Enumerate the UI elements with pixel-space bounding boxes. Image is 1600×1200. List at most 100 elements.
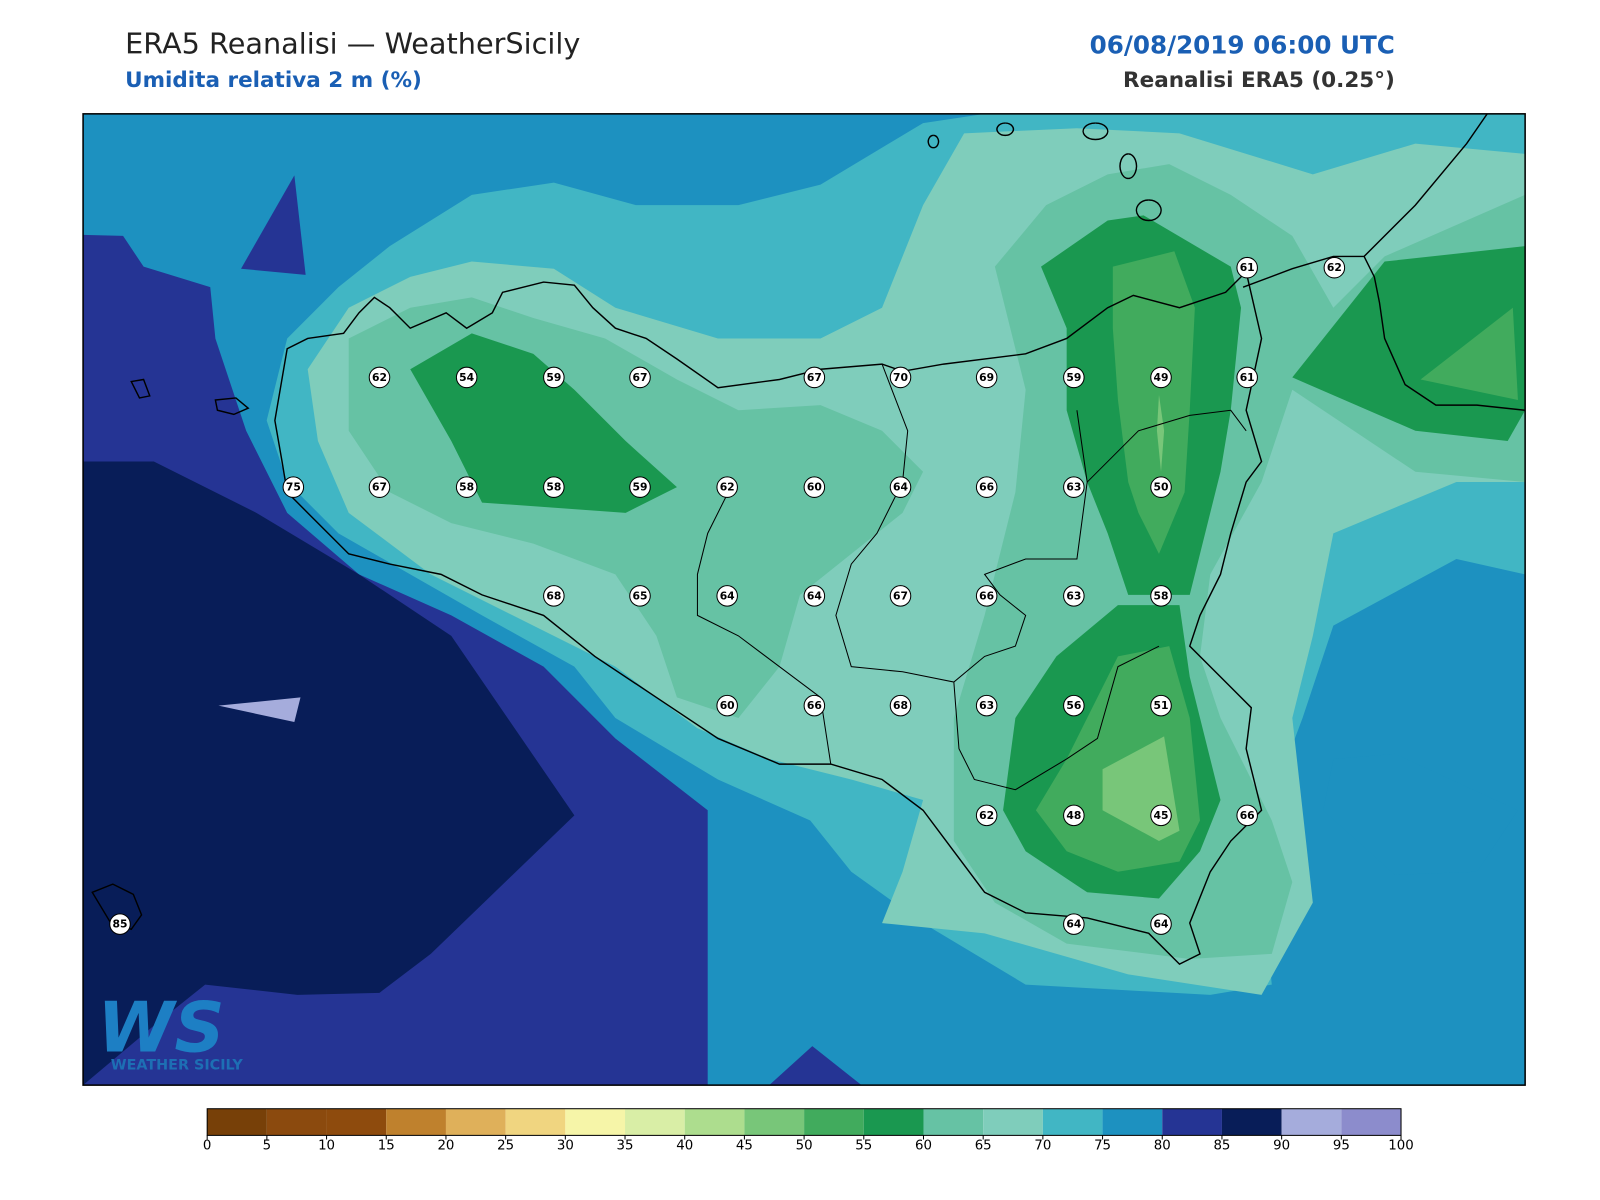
station-value: 58: [1154, 589, 1169, 602]
station-value: 50: [1154, 481, 1169, 494]
station-value: 66: [979, 589, 994, 602]
station-value: 68: [546, 589, 561, 602]
colorbar-tick-label: 45: [736, 1138, 753, 1153]
station-marker: [543, 585, 565, 607]
colorbar-swatch: [684, 1108, 745, 1136]
station-marker: [803, 585, 826, 607]
map-area: [83, 113, 1526, 1086]
station-marker: [629, 585, 651, 607]
station-marker: [1063, 694, 1085, 717]
station-marker: [1063, 804, 1085, 827]
station-value: 67: [372, 481, 387, 494]
colorbar-tick-label: 95: [1333, 1138, 1350, 1153]
colorbar-tick-label: 20: [437, 1138, 454, 1153]
colorbar-swatch: [207, 1108, 267, 1136]
station-marker: [1323, 256, 1346, 279]
logo: WS WEATHER SICILY: [97, 987, 243, 1073]
station-marker: [1150, 585, 1172, 607]
station-value: 64: [807, 589, 822, 602]
colorbar: 0 5 10 15 20 25 30 35 40 45 50 55 60 65 70 75 80 85 90 95 10…: [203, 1108, 1414, 1153]
station-marker: [1150, 476, 1172, 498]
station-marker: [543, 366, 565, 389]
colorbar-tick-label: 5: [263, 1138, 271, 1153]
station-marker: [455, 366, 478, 389]
station-value: 64: [1154, 918, 1169, 931]
station-marker: [1236, 366, 1258, 389]
colorbar-swatch: [1042, 1108, 1103, 1136]
station-marker: [889, 476, 912, 498]
contour-band: [769, 1046, 862, 1086]
station-value: 62: [372, 371, 387, 384]
station-marker: [889, 585, 912, 607]
station-value: 66: [979, 481, 994, 494]
station-marker: [629, 366, 651, 389]
station-marker: [1063, 913, 1085, 935]
colorbar-tick-label: 40: [676, 1138, 693, 1153]
contour-band: [1292, 246, 1526, 442]
station-marker: [889, 366, 912, 389]
station-value: 63: [1066, 481, 1081, 494]
station-value: 48: [1066, 809, 1081, 822]
colorbar-tick-label: 15: [378, 1138, 395, 1153]
station-value: 59: [546, 371, 561, 384]
contour-band: [1420, 307, 1518, 400]
station-marker: [975, 694, 998, 717]
station-marker: [368, 366, 391, 389]
stations: 61 62 62 54 59 67 67 70 69 59 49 61 75 67 58 58 59 62 60 64…: [109, 256, 1346, 935]
station-value: 58: [459, 481, 474, 494]
station-value: 61: [1240, 371, 1255, 384]
station-value: 65: [633, 589, 648, 602]
station-value: 75: [286, 481, 301, 494]
source: Reanalisi ERA5 (0.25°): [1123, 68, 1395, 93]
colorbar-swatch: [565, 1108, 626, 1136]
colorbar-tick-label: 25: [497, 1138, 514, 1153]
colorbar-swatch: [1102, 1108, 1163, 1136]
colorbar-swatch: [445, 1108, 506, 1136]
station-value: 64: [720, 589, 735, 602]
station-marker: [455, 476, 478, 498]
station-value: 70: [893, 371, 908, 384]
station-value: 62: [979, 809, 994, 822]
colorbar-swatch: [1221, 1108, 1282, 1136]
station-marker: [282, 476, 305, 498]
colorbar-swatch: [326, 1108, 387, 1136]
colorbar-tick-label: 65: [975, 1138, 992, 1153]
colorbar-tick-label: 100: [1388, 1138, 1413, 1153]
station-value: 67: [807, 371, 822, 384]
coastline: [91, 113, 1526, 965]
station-marker: [1150, 804, 1172, 827]
colorbar-tick-label: 85: [1213, 1138, 1230, 1153]
station-marker: [1063, 476, 1085, 498]
station-value: 61: [1240, 261, 1255, 274]
colorbar-tick-label: 55: [855, 1138, 872, 1153]
map-frame: [82, 113, 1526, 1086]
contour-band: [241, 175, 306, 275]
colorbar-tick-label: 0: [203, 1138, 211, 1153]
station-value: 64: [1066, 918, 1081, 931]
station-marker: [1150, 694, 1172, 717]
station-value: 62: [1327, 261, 1342, 274]
station-value: 59: [633, 481, 648, 494]
colorbar-swatch: [1162, 1108, 1222, 1136]
station-marker: [1236, 804, 1258, 827]
station-marker: [975, 366, 998, 389]
colorbar-swatch: [744, 1108, 805, 1136]
station-marker: [1150, 366, 1172, 389]
station-marker: [629, 476, 651, 498]
station-value: 63: [979, 699, 994, 712]
colorbar-swatch: [983, 1108, 1043, 1136]
logo-mark: WS: [97, 987, 224, 1068]
station-value: 59: [1066, 371, 1081, 384]
colorbar-swatch: [386, 1108, 446, 1136]
station-marker: [975, 476, 998, 498]
station-marker: [1236, 256, 1258, 279]
title: ERA5 Reanalisi — WeatherSicily: [125, 26, 580, 60]
station-value: 56: [1066, 699, 1081, 712]
station-value: 51: [1154, 699, 1169, 712]
station-value: 67: [633, 371, 648, 384]
station-value: 67: [893, 589, 908, 602]
colorbar-tick-label: 10: [318, 1138, 335, 1153]
province-borders: [696, 363, 1247, 791]
station-marker: [803, 366, 826, 389]
